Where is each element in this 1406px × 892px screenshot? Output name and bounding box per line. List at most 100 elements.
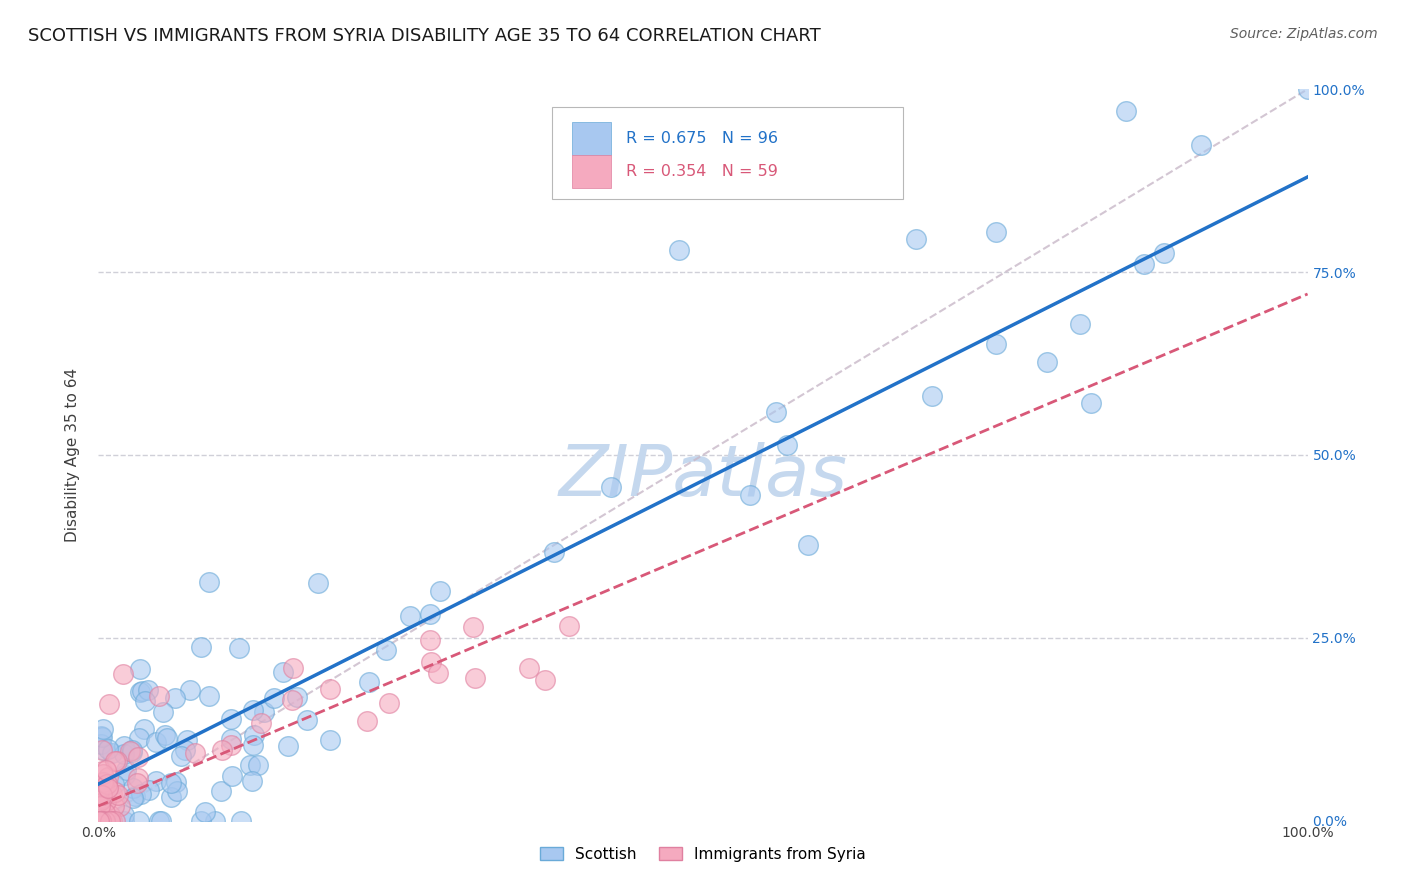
- Point: [93, 743, 115, 757]
- Point: [90, 814, 112, 828]
- Point: [149, 814, 172, 828]
- Point: [243, 728, 266, 742]
- Point: [250, 716, 273, 731]
- Point: [134, 693, 156, 707]
- Point: [166, 784, 188, 798]
- Text: ZIPatlas: ZIPatlas: [558, 442, 848, 511]
- Point: [219, 732, 242, 747]
- Point: [101, 787, 124, 801]
- Point: [122, 781, 145, 796]
- Point: [107, 788, 129, 802]
- Point: [209, 784, 232, 798]
- Point: [534, 673, 557, 687]
- Point: [145, 735, 167, 749]
- Point: [131, 684, 153, 698]
- FancyBboxPatch shape: [572, 155, 612, 188]
- Point: [159, 789, 181, 804]
- Point: [91, 774, 114, 789]
- Point: [104, 754, 127, 768]
- Point: [219, 738, 242, 752]
- Point: [89, 799, 111, 814]
- Point: [90, 814, 112, 828]
- Point: [165, 690, 187, 705]
- Point: [118, 744, 141, 758]
- Point: [211, 742, 233, 756]
- Point: [94, 814, 117, 828]
- Point: [124, 789, 146, 803]
- Point: [419, 633, 441, 648]
- Point: [464, 671, 486, 685]
- Point: [128, 685, 150, 699]
- Point: [986, 225, 1008, 239]
- Point: [242, 703, 264, 717]
- Point: [103, 799, 125, 814]
- Point: [98, 698, 121, 712]
- Point: [121, 745, 143, 759]
- Point: [228, 641, 250, 656]
- Point: [375, 643, 398, 657]
- Point: [91, 767, 114, 781]
- Point: [281, 693, 304, 707]
- Legend: Scottish, Immigrants from Syria: Scottish, Immigrants from Syria: [534, 840, 872, 868]
- Point: [121, 743, 143, 757]
- Point: [600, 480, 623, 494]
- Point: [114, 768, 136, 782]
- Point: [94, 763, 117, 777]
- Point: [105, 754, 128, 768]
- Point: [198, 689, 221, 703]
- Point: [97, 780, 120, 795]
- Point: [96, 777, 118, 791]
- Point: [170, 748, 193, 763]
- Point: [127, 771, 149, 785]
- Point: [239, 757, 262, 772]
- Point: [543, 544, 565, 558]
- Point: [1080, 396, 1102, 410]
- Point: [112, 747, 135, 761]
- Point: [145, 773, 167, 788]
- Point: [132, 722, 155, 736]
- Point: [558, 619, 581, 633]
- Point: [776, 438, 799, 452]
- Point: [128, 662, 150, 676]
- Point: [285, 690, 308, 704]
- Point: [160, 775, 183, 789]
- Point: [426, 666, 449, 681]
- Point: [89, 814, 111, 828]
- Point: [91, 722, 114, 736]
- Point: [148, 690, 170, 704]
- Point: [1069, 318, 1091, 332]
- Point: [281, 661, 304, 675]
- Point: [1115, 104, 1137, 119]
- Point: [129, 787, 152, 801]
- Point: [156, 731, 179, 745]
- Point: [194, 805, 217, 819]
- Point: [111, 667, 134, 681]
- Point: [359, 674, 381, 689]
- Point: [114, 763, 136, 777]
- Point: [112, 808, 135, 822]
- Point: [221, 769, 243, 783]
- Point: [197, 575, 219, 590]
- Point: [307, 575, 329, 590]
- Point: [1132, 257, 1154, 271]
- Point: [112, 814, 135, 828]
- Point: [91, 814, 114, 828]
- Point: [91, 788, 114, 802]
- Point: [1153, 246, 1175, 260]
- Text: R = 0.675   N = 96: R = 0.675 N = 96: [626, 131, 778, 146]
- Point: [101, 814, 124, 828]
- Point: [108, 799, 131, 814]
- Point: [461, 620, 484, 634]
- Point: [204, 814, 226, 828]
- Point: [190, 814, 212, 828]
- Point: [127, 750, 149, 764]
- Point: [122, 791, 145, 805]
- Point: [271, 665, 294, 679]
- Point: [128, 731, 150, 745]
- Point: [104, 814, 127, 828]
- Point: [904, 232, 927, 246]
- Point: [153, 728, 176, 742]
- Point: [240, 773, 263, 788]
- Point: [152, 705, 174, 719]
- Point: [183, 746, 205, 760]
